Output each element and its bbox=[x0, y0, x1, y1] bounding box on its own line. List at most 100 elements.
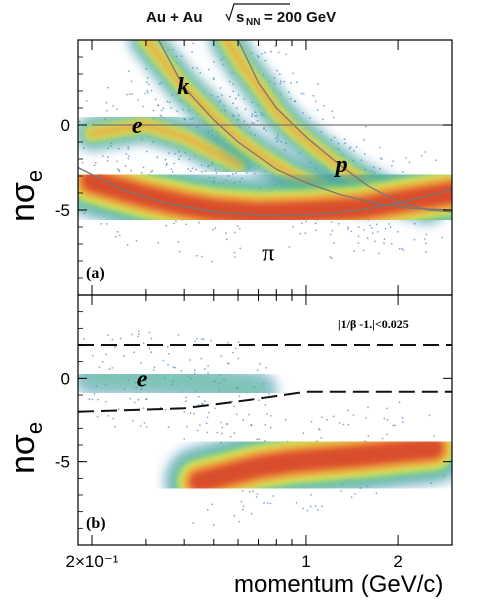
scatter-point bbox=[170, 107, 173, 109]
cut-label: |1/β -1.|<0.025 bbox=[338, 317, 409, 331]
scatter-point bbox=[353, 250, 355, 253]
chart-title-system: Au + Au bbox=[146, 9, 203, 26]
scatter-point bbox=[239, 247, 242, 250]
scatter-point bbox=[425, 251, 427, 254]
scatter-point bbox=[189, 412, 192, 415]
scatter-point bbox=[355, 146, 358, 148]
scatter-point bbox=[206, 416, 209, 419]
scatter-point bbox=[211, 260, 214, 263]
scatter-point bbox=[189, 359, 191, 361]
scatter-point bbox=[405, 157, 407, 159]
scatter-point bbox=[183, 438, 186, 440]
scatter-point bbox=[364, 125, 367, 128]
scatter-point bbox=[112, 105, 114, 107]
y-axis-label-a-sub: e bbox=[22, 170, 47, 182]
scatter-point bbox=[127, 148, 130, 151]
scatter-point bbox=[353, 150, 355, 152]
scatter-point bbox=[264, 59, 267, 62]
scatter-point bbox=[256, 369, 259, 371]
scatter-point bbox=[212, 524, 215, 527]
scatter-point bbox=[354, 493, 357, 495]
scatter-point bbox=[234, 347, 237, 350]
scatter-point bbox=[348, 147, 351, 150]
scatter-point bbox=[349, 146, 352, 149]
scatter-point bbox=[375, 492, 378, 495]
scatter-point bbox=[131, 333, 133, 336]
scatter-point bbox=[378, 146, 381, 149]
scatter-point bbox=[150, 337, 153, 340]
scatter-point bbox=[254, 115, 256, 117]
y-tick-label: 0 bbox=[61, 369, 70, 388]
scatter-point bbox=[213, 407, 216, 410]
scatter-point bbox=[130, 80, 133, 83]
y-axis-label-a: nσe bbox=[4, 170, 47, 222]
scatter-point bbox=[193, 412, 195, 415]
scatter-point bbox=[362, 138, 365, 141]
scatter-point bbox=[167, 353, 170, 355]
scatter-point bbox=[251, 121, 253, 124]
scatter-point bbox=[277, 36, 279, 38]
scatter-point bbox=[157, 104, 160, 106]
scatter-point bbox=[242, 419, 245, 422]
panel-b-bands bbox=[78, 357, 452, 517]
scatter-point bbox=[306, 509, 309, 512]
y-axis-label-a-main: nσ bbox=[4, 182, 42, 222]
scatter-point bbox=[213, 78, 215, 81]
scatter-point bbox=[235, 32, 237, 34]
y-axis-label-b-sub: e bbox=[22, 422, 47, 434]
scatter-point bbox=[302, 93, 305, 95]
scatter-point bbox=[317, 509, 319, 512]
panel-label-b: (b) bbox=[86, 515, 106, 532]
scatter-point bbox=[386, 407, 388, 410]
scatter-point bbox=[148, 347, 151, 350]
scatter-point bbox=[401, 247, 403, 250]
annotation-e-b: e bbox=[137, 366, 148, 392]
scatter-point bbox=[192, 522, 195, 524]
scatter-point bbox=[216, 431, 219, 434]
scatter-point bbox=[238, 520, 240, 523]
scatter-point bbox=[277, 139, 280, 141]
scatter-point bbox=[378, 252, 380, 255]
scatter-point bbox=[105, 223, 108, 225]
scatter-point bbox=[343, 138, 346, 141]
scatter-point bbox=[185, 400, 187, 402]
scatter-point bbox=[276, 69, 278, 72]
scatter-point bbox=[126, 93, 128, 96]
scatter-point bbox=[196, 67, 199, 70]
scatter-point bbox=[105, 353, 107, 356]
scatter-point bbox=[257, 28, 259, 30]
scatter-point bbox=[146, 77, 149, 79]
scatter-point bbox=[266, 412, 268, 415]
scatter-point bbox=[244, 108, 247, 111]
scatter-point bbox=[266, 502, 269, 504]
scatter-point bbox=[187, 168, 189, 170]
band-e-layer-1 bbox=[79, 363, 272, 403]
chart-title-energy-value: = 200 GeV bbox=[264, 9, 336, 26]
scatter-point bbox=[398, 401, 401, 404]
scatter-point bbox=[205, 422, 208, 425]
scatter-point bbox=[164, 408, 167, 411]
scatter-point bbox=[237, 94, 240, 96]
scatter-point bbox=[352, 414, 355, 416]
scatter-point bbox=[233, 256, 236, 258]
chart-title-energy-symbol: s bbox=[236, 9, 244, 26]
scatter-point bbox=[228, 80, 231, 83]
scatter-point bbox=[132, 419, 134, 422]
scatter-point bbox=[201, 171, 203, 173]
panel-a: 0-5 k e p π (a) nσe bbox=[4, 28, 453, 296]
scatter-point bbox=[290, 82, 293, 84]
scatter-point bbox=[200, 255, 203, 258]
scatter-point bbox=[344, 142, 346, 145]
scatter-point bbox=[275, 137, 277, 140]
scatter-point bbox=[350, 496, 353, 498]
annotation-e: e bbox=[132, 113, 143, 139]
scatter-point bbox=[321, 505, 323, 508]
panel-b-frame bbox=[77, 294, 453, 546]
scatter-point bbox=[280, 80, 282, 83]
panel-a-curves bbox=[78, 40, 452, 216]
scatter-point bbox=[413, 238, 416, 241]
scatter-point bbox=[326, 418, 328, 421]
scatter-point bbox=[144, 92, 147, 95]
scatter-point bbox=[233, 432, 236, 435]
